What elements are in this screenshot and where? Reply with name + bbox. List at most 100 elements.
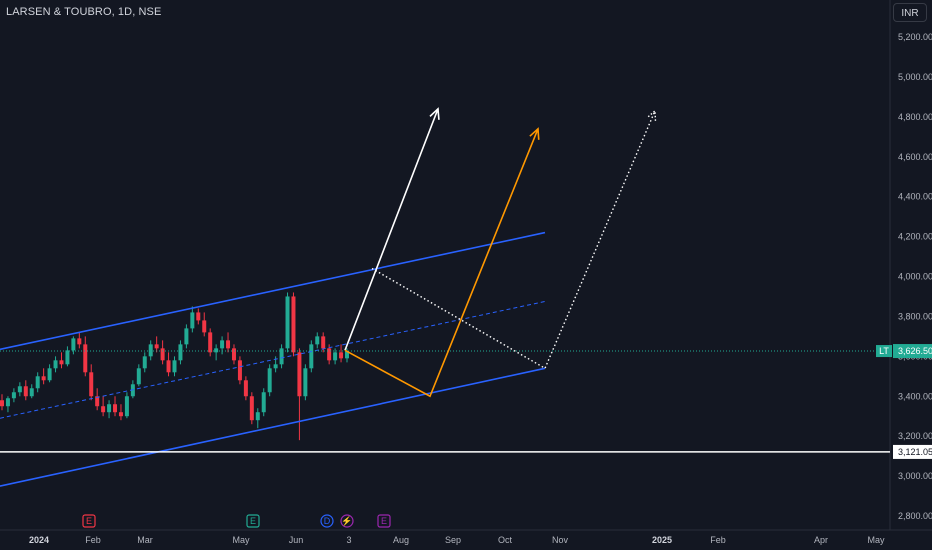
currency-button[interactable]: INR [893,3,927,22]
orange-path[interactable] [344,128,539,398]
marker-glyph: E [86,516,92,526]
marker-glyph: ⚡ [341,515,352,527]
price-tick-label: 5,000.00 [898,72,932,82]
time-tick-label: 3 [346,535,351,545]
candle-body [333,352,338,361]
candle-body [267,368,272,393]
marker-ring [340,514,354,528]
candle-body [172,360,177,373]
candle-body [220,340,225,349]
event-markers[interactable]: E E D ⚡ E [82,514,391,528]
candle-body [309,344,314,369]
price-tick-label: 3,200.00 [898,431,932,441]
candle-body [35,376,40,389]
price-tick-label: 5,200.00 [898,32,932,42]
channel-upper-line[interactable] [0,231,546,351]
time-tick-label: Mar [137,535,153,545]
candle-body [23,386,28,397]
candle-body [107,404,112,413]
candle-body [345,351,349,359]
candle-body [47,368,52,381]
white-arrow[interactable] [344,108,439,351]
support-price-badge [893,444,932,459]
candle-body [208,332,213,353]
candle-body [142,356,147,369]
candle-body [261,392,266,413]
time-axis[interactable]: 2024 Feb Mar May Jun 3 Aug Sep Oct Nov 2025 Feb Apr M… [0,529,932,545]
dividend-marker-icon[interactable]: D [320,514,334,528]
candle-body [184,328,189,345]
candle-body [65,350,70,365]
arrow-head [529,127,540,140]
marker-box [246,514,260,528]
last-price-badge [893,344,932,359]
candle-body [11,392,16,399]
candle-body [5,398,10,407]
earnings-marker-icon[interactable]: E [82,514,96,528]
marker-box [82,514,96,528]
candle-body [237,360,242,381]
candle-body [231,348,236,361]
earnings-marker-icon[interactable]: E [377,514,391,528]
price-tick-label: 4,800.00 [898,112,932,122]
candle-body [166,360,171,373]
arrow-head [429,107,440,120]
candle-body [0,400,4,407]
time-tick-label: Oct [498,535,513,545]
candle-body [339,352,344,359]
price-tick-label: 2,800.00 [898,511,932,521]
candle-body [154,344,159,349]
candle-body [101,406,106,413]
candle-body [41,376,46,381]
candle-body [178,344,183,361]
time-tick-label: Sep [445,535,461,545]
candle-body [214,348,219,353]
candle-body [113,404,118,413]
candle-body [83,344,88,373]
candle-body [124,396,129,417]
time-tick-label: Nov [552,535,569,545]
price-tick-label: 4,400.00 [898,192,932,202]
marker-ring [320,514,334,528]
candle-body [321,336,326,349]
candle-body [17,386,22,393]
time-tick-label: May [232,535,250,545]
time-tick-label: 2025 [652,535,672,545]
candle-body [273,364,278,369]
earnings-marker-icon[interactable]: E [246,514,260,528]
candle-body [297,352,302,397]
drawing-layer[interactable] [0,107,890,487]
channel-lower-line[interactable] [0,367,546,487]
time-tick-label: Apr [814,535,828,545]
candle-body [118,412,123,417]
candle-body [291,296,296,353]
marker-glyph: D [324,516,331,526]
candle-body [148,344,153,357]
candle-body [59,360,64,365]
candle-body [279,348,284,365]
marker-glyph: E [381,516,387,526]
candle-body [255,412,260,421]
candle-body [285,296,290,349]
time-tick-label: Aug [393,535,409,545]
candle-body [196,312,201,321]
price-labels: LT 3,626.50 3,121.05 [876,344,932,459]
symbol-title[interactable]: LARSEN & TOUBRO, 1D, NSE [6,6,162,18]
candle-body [29,388,34,397]
marker-glyph: E [250,516,256,526]
candle-body [95,396,100,407]
candle-body [327,348,332,361]
split-marker-icon[interactable]: ⚡ [340,514,354,528]
channel-middle-line[interactable] [0,300,546,419]
last-price-value: 3,626.50 [898,346,932,356]
time-tick-label: Feb [85,535,101,545]
time-tick-label: Feb [710,535,726,545]
marker-box [377,514,391,528]
time-tick-label: May [867,535,885,545]
price-tick-label: 4,200.00 [898,232,932,242]
support-price-value: 3,121.05 [898,447,932,457]
candle-body [190,312,195,329]
price-tick-label: 4,600.00 [898,152,932,162]
candle-body [89,372,94,397]
